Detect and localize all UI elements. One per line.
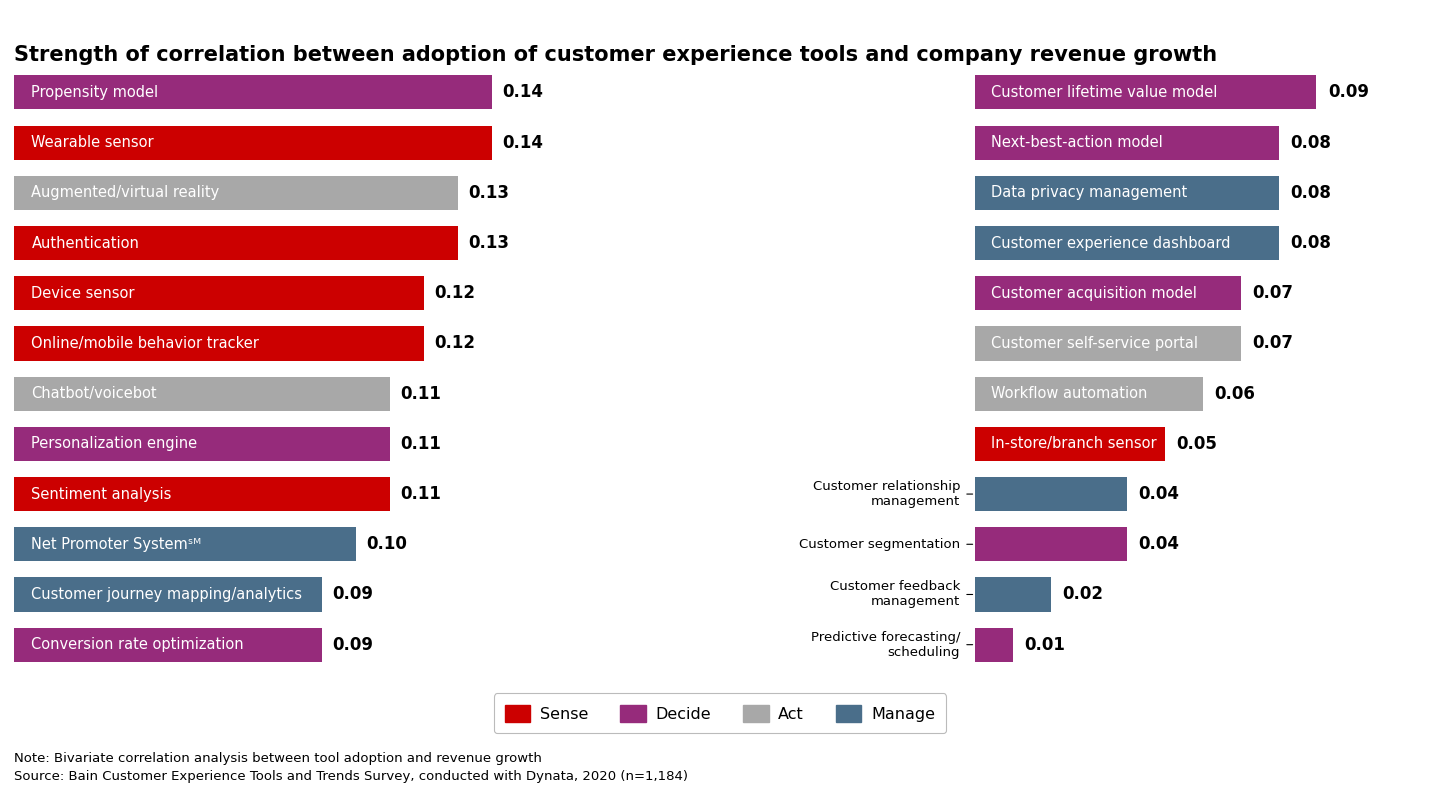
- Bar: [975, 276, 1241, 310]
- Text: Workflow automation: Workflow automation: [991, 386, 1146, 401]
- Text: 0.14: 0.14: [503, 83, 544, 101]
- Bar: [14, 377, 390, 411]
- Text: In-store/branch sensor: In-store/branch sensor: [991, 437, 1156, 451]
- Bar: [14, 326, 425, 360]
- Text: Customer journey mapping/analytics: Customer journey mapping/analytics: [32, 587, 302, 602]
- Bar: [14, 176, 458, 210]
- Text: 0.13: 0.13: [468, 234, 510, 252]
- Bar: [975, 176, 1279, 210]
- Text: Customer segmentation: Customer segmentation: [799, 538, 960, 551]
- Text: Online/mobile behavior tracker: Online/mobile behavior tracker: [32, 336, 259, 351]
- Text: 0.10: 0.10: [366, 535, 408, 553]
- Text: Sentiment analysis: Sentiment analysis: [32, 487, 171, 501]
- Text: 0.12: 0.12: [435, 335, 475, 352]
- Text: 0.14: 0.14: [503, 134, 544, 151]
- Text: Personalization engine: Personalization engine: [32, 437, 197, 451]
- Text: Predictive forecasting/
scheduling: Predictive forecasting/ scheduling: [811, 631, 960, 659]
- Bar: [14, 477, 390, 511]
- Text: 0.11: 0.11: [400, 485, 441, 503]
- Text: 0.09: 0.09: [333, 636, 373, 654]
- Bar: [14, 75, 492, 109]
- Text: 0.07: 0.07: [1251, 284, 1293, 302]
- Text: 0.05: 0.05: [1176, 435, 1217, 453]
- Bar: [14, 527, 356, 561]
- Text: Customer experience dashboard: Customer experience dashboard: [991, 236, 1230, 250]
- Bar: [975, 477, 1128, 511]
- Text: Customer lifetime value model: Customer lifetime value model: [991, 85, 1217, 100]
- Text: 0.13: 0.13: [468, 184, 510, 202]
- Bar: [975, 527, 1128, 561]
- Bar: [975, 578, 1051, 612]
- Text: Net Promoter Systemˢᴹ: Net Promoter Systemˢᴹ: [32, 537, 202, 552]
- Text: 0.09: 0.09: [333, 586, 373, 603]
- Text: Next-best-action model: Next-best-action model: [991, 135, 1162, 150]
- Bar: [14, 226, 458, 260]
- Bar: [975, 377, 1202, 411]
- Text: 0.08: 0.08: [1290, 234, 1331, 252]
- Text: 0.01: 0.01: [1025, 636, 1066, 654]
- Bar: [14, 276, 425, 310]
- Text: 0.11: 0.11: [400, 435, 441, 453]
- Bar: [975, 75, 1316, 109]
- Bar: [975, 126, 1279, 160]
- Text: Customer feedback
management: Customer feedback management: [829, 581, 960, 608]
- Bar: [975, 427, 1165, 461]
- Bar: [975, 226, 1279, 260]
- Legend: Sense, Decide, Act, Manage: Sense, Decide, Act, Manage: [494, 693, 946, 733]
- Text: 0.04: 0.04: [1139, 535, 1179, 553]
- Text: Conversion rate optimization: Conversion rate optimization: [32, 637, 245, 652]
- Text: Device sensor: Device sensor: [32, 286, 135, 301]
- Bar: [14, 578, 321, 612]
- Text: Data privacy management: Data privacy management: [991, 185, 1187, 200]
- Text: Note: Bivariate correlation analysis between tool adoption and revenue growth
So: Note: Bivariate correlation analysis bet…: [14, 752, 688, 782]
- Text: Propensity model: Propensity model: [32, 85, 158, 100]
- Text: 0.06: 0.06: [1214, 385, 1256, 403]
- Text: Strength of correlation between adoption of customer experience tools and compan: Strength of correlation between adoption…: [14, 45, 1218, 65]
- Text: Customer acquisition model: Customer acquisition model: [991, 286, 1197, 301]
- Text: 0.02: 0.02: [1063, 586, 1103, 603]
- Text: 0.11: 0.11: [400, 385, 441, 403]
- Text: Wearable sensor: Wearable sensor: [32, 135, 154, 150]
- Text: Authentication: Authentication: [32, 236, 140, 250]
- Bar: [14, 628, 321, 662]
- Text: Augmented/virtual reality: Augmented/virtual reality: [32, 185, 220, 200]
- Text: Chatbot/voicebot: Chatbot/voicebot: [32, 386, 157, 401]
- Bar: [14, 126, 492, 160]
- Text: Customer relationship
management: Customer relationship management: [812, 480, 960, 508]
- Text: Customer self-service portal: Customer self-service portal: [991, 336, 1198, 351]
- Text: 0.12: 0.12: [435, 284, 475, 302]
- Text: 0.08: 0.08: [1290, 134, 1331, 151]
- Text: 0.07: 0.07: [1251, 335, 1293, 352]
- Bar: [14, 427, 390, 461]
- Text: 0.09: 0.09: [1328, 83, 1369, 101]
- Text: 0.04: 0.04: [1139, 485, 1179, 503]
- Bar: [975, 628, 1014, 662]
- Text: 0.08: 0.08: [1290, 184, 1331, 202]
- Bar: [975, 326, 1241, 360]
